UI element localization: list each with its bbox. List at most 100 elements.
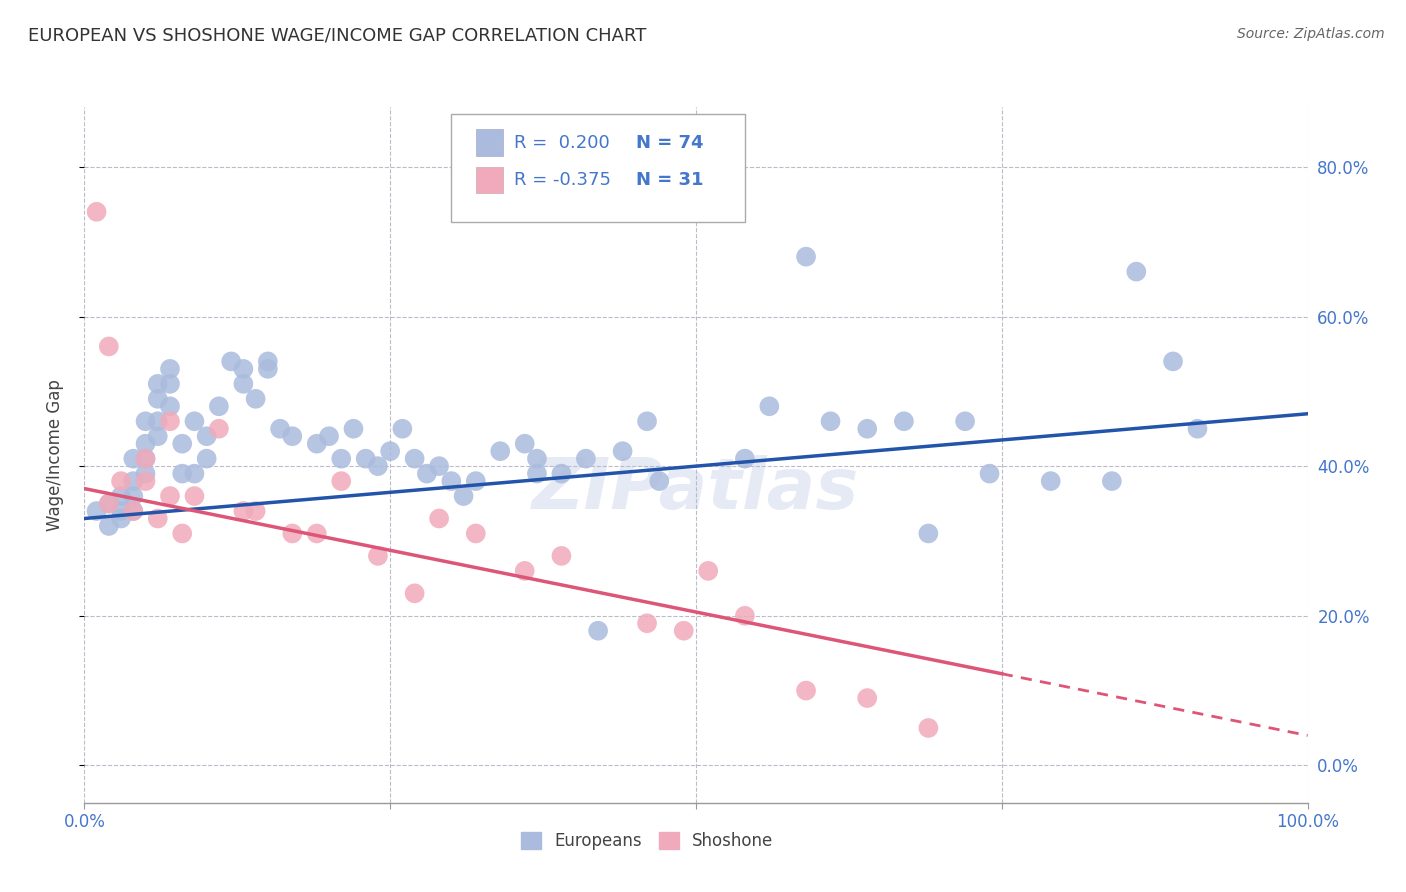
Point	[354, 451, 377, 466]
Point	[489, 444, 512, 458]
Point	[342, 422, 364, 436]
Point	[427, 511, 450, 525]
Text: ZIPatlas: ZIPatlas	[533, 455, 859, 524]
Point	[318, 429, 340, 443]
Point	[526, 451, 548, 466]
Point	[586, 624, 609, 638]
Point	[575, 451, 598, 466]
Point	[453, 489, 475, 503]
Point	[917, 526, 939, 541]
Point	[734, 451, 756, 466]
Point	[794, 683, 817, 698]
Point	[122, 504, 145, 518]
Point	[97, 339, 120, 353]
Point	[440, 474, 463, 488]
Point	[122, 474, 145, 488]
Point	[367, 549, 389, 563]
Point	[1039, 474, 1062, 488]
Legend: Europeans, Shoshone: Europeans, Shoshone	[515, 826, 780, 857]
Point	[416, 467, 439, 481]
Point	[636, 414, 658, 428]
Point	[135, 436, 157, 450]
Point	[1187, 422, 1209, 436]
FancyBboxPatch shape	[475, 167, 503, 194]
Point	[1161, 354, 1184, 368]
Point	[281, 429, 304, 443]
Point	[232, 376, 254, 391]
Point	[820, 414, 842, 428]
Point	[513, 436, 536, 450]
Point	[183, 467, 205, 481]
Text: N = 31: N = 31	[636, 171, 703, 189]
Point	[110, 489, 132, 503]
Point	[513, 564, 536, 578]
Point	[172, 436, 194, 450]
Point	[122, 504, 145, 518]
Point	[97, 497, 120, 511]
FancyBboxPatch shape	[451, 114, 745, 222]
Point	[269, 422, 291, 436]
Point	[953, 414, 976, 428]
Point	[232, 362, 254, 376]
Point	[856, 691, 879, 706]
Point	[135, 451, 157, 466]
Point	[550, 549, 572, 563]
Point	[1125, 265, 1147, 279]
Point	[110, 511, 132, 525]
Point	[159, 489, 181, 503]
Point	[636, 616, 658, 631]
Point	[219, 354, 242, 368]
Point	[159, 399, 181, 413]
Point	[672, 624, 695, 638]
Point	[122, 489, 145, 503]
Point	[257, 354, 280, 368]
Point	[464, 526, 486, 541]
Point	[135, 474, 157, 488]
Point	[281, 526, 304, 541]
Text: EUROPEAN VS SHOSHONE WAGE/INCOME GAP CORRELATION CHART: EUROPEAN VS SHOSHONE WAGE/INCOME GAP COR…	[28, 27, 647, 45]
Point	[97, 519, 120, 533]
Point	[110, 474, 132, 488]
Point	[697, 564, 720, 578]
Point	[86, 204, 108, 219]
Point	[893, 414, 915, 428]
Point	[1101, 474, 1123, 488]
Point	[464, 474, 486, 488]
Point	[367, 459, 389, 474]
Point	[404, 451, 426, 466]
Point	[146, 511, 169, 525]
Point	[135, 467, 157, 481]
Point	[208, 399, 231, 413]
Point	[245, 504, 267, 518]
Point	[97, 497, 120, 511]
Point	[146, 414, 169, 428]
Point	[172, 526, 194, 541]
Text: R = -0.375: R = -0.375	[513, 171, 610, 189]
Point	[135, 451, 157, 466]
Point	[758, 399, 780, 413]
Point	[183, 414, 205, 428]
Point	[305, 526, 328, 541]
Point	[172, 467, 194, 481]
Point	[330, 451, 353, 466]
Point	[232, 504, 254, 518]
Point	[917, 721, 939, 735]
Point	[195, 429, 218, 443]
Point	[427, 459, 450, 474]
Point	[86, 504, 108, 518]
Text: N = 74: N = 74	[636, 134, 703, 152]
FancyBboxPatch shape	[475, 129, 503, 156]
Point	[257, 362, 280, 376]
Point	[245, 392, 267, 406]
Point	[146, 392, 169, 406]
Point	[159, 414, 181, 428]
Point	[122, 451, 145, 466]
Point	[391, 422, 413, 436]
Point	[550, 467, 572, 481]
Point	[734, 608, 756, 623]
Point	[146, 376, 169, 391]
Point	[159, 362, 181, 376]
Point	[183, 489, 205, 503]
Point	[208, 422, 231, 436]
Point	[380, 444, 402, 458]
